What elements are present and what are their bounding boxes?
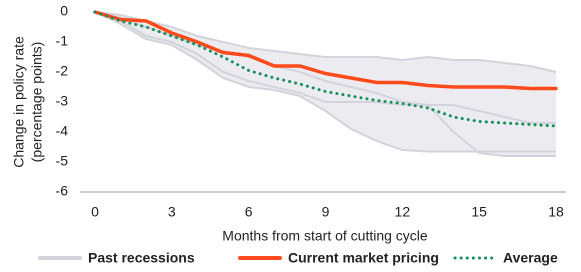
y-tick-label: -6 (56, 183, 69, 199)
x-tick-label: 0 (91, 204, 99, 220)
y-axis-label: Change in policy rate (11, 36, 27, 168)
y-axis-label: (percentage points) (29, 42, 45, 163)
recession-line (94, 11, 556, 153)
recession-line (94, 11, 556, 157)
series-line (93, 10, 558, 91)
x-tick-label: 18 (548, 204, 564, 220)
legend-label: Average (503, 250, 558, 266)
x-tick-label: 6 (245, 204, 253, 220)
x-axis-label: Months from start of cutting cycle (222, 228, 428, 244)
y-tick-label: -5 (56, 153, 69, 169)
y-tick-label: -3 (56, 93, 69, 109)
y-tick-label: -2 (56, 63, 69, 79)
series-line (93, 10, 558, 128)
x-tick-label: 9 (322, 204, 330, 220)
y-tick-label: -4 (56, 123, 69, 139)
y-tick-label: 0 (60, 3, 68, 19)
x-tick-label: 15 (471, 204, 487, 220)
legend-label: Past recessions (88, 250, 195, 266)
legend-label: Current market pricing (288, 250, 439, 266)
x-tick-label: 3 (168, 204, 176, 220)
recession-line (94, 11, 557, 73)
y-tick-label: -1 (56, 33, 69, 49)
x-tick-label: 12 (395, 204, 411, 220)
